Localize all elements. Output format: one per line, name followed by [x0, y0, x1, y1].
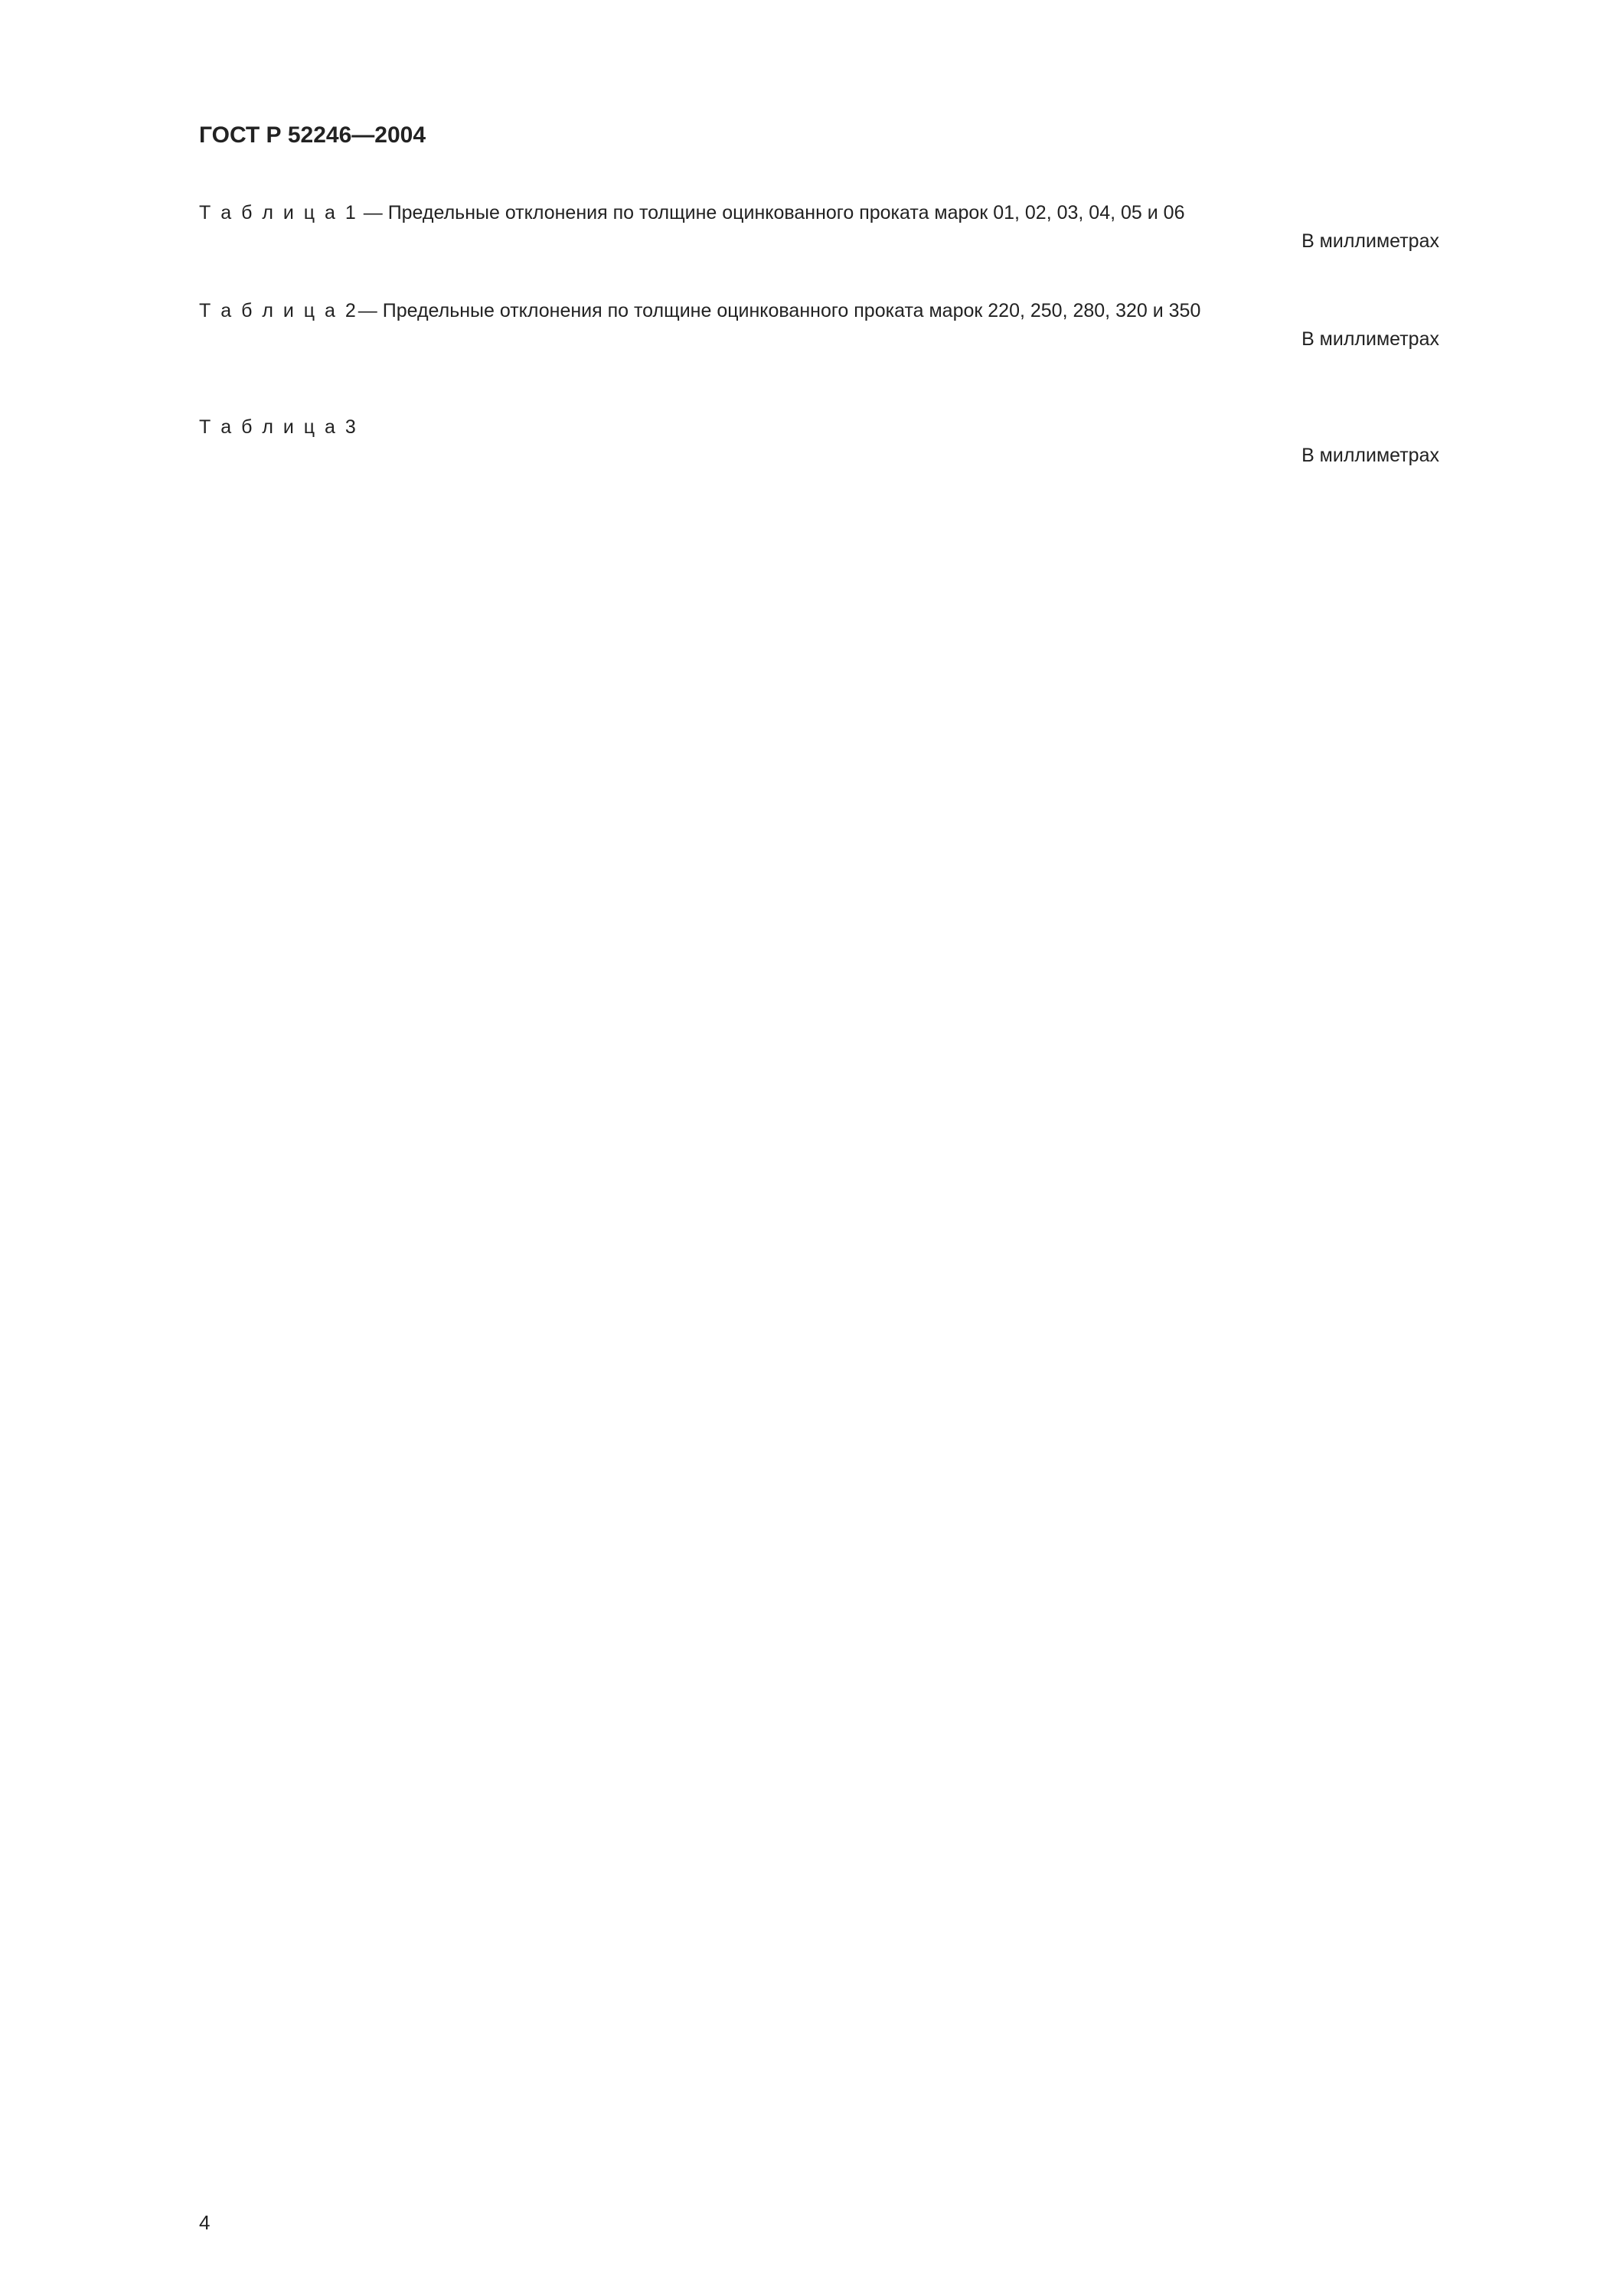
table1-units: В миллиметрах: [199, 230, 1439, 253]
table3-caption: Т а б л и ц а 3: [199, 416, 1439, 439]
table1-caption-prefix: Т а б л и ц а 1: [199, 202, 358, 223]
table2-caption: Т а б л и ц а 2— Предельные отклонения п…: [199, 300, 1439, 322]
table2-caption-text: — Предельные отклонения по толщине оцинк…: [358, 300, 1201, 321]
document-title: ГОСТ Р 52246—2004: [199, 122, 1439, 148]
table3-units: В миллиметрах: [199, 445, 1439, 467]
table2-caption-prefix: Т а б л и ц а 2: [199, 300, 358, 321]
table1-caption-text: — Предельные отклонения по толщине оцинк…: [358, 202, 1185, 223]
table1-caption: Т а б л и ц а 1 — Предельные отклонения …: [199, 202, 1439, 224]
table3-caption-prefix: Т а б л и ц а 3: [199, 416, 358, 438]
page-number: 4: [199, 2211, 210, 2235]
table2-units: В миллиметрах: [199, 328, 1439, 351]
document-page: ГОСТ Р 52246—2004 Т а б л и ц а 1 — Пред…: [0, 0, 1623, 2296]
